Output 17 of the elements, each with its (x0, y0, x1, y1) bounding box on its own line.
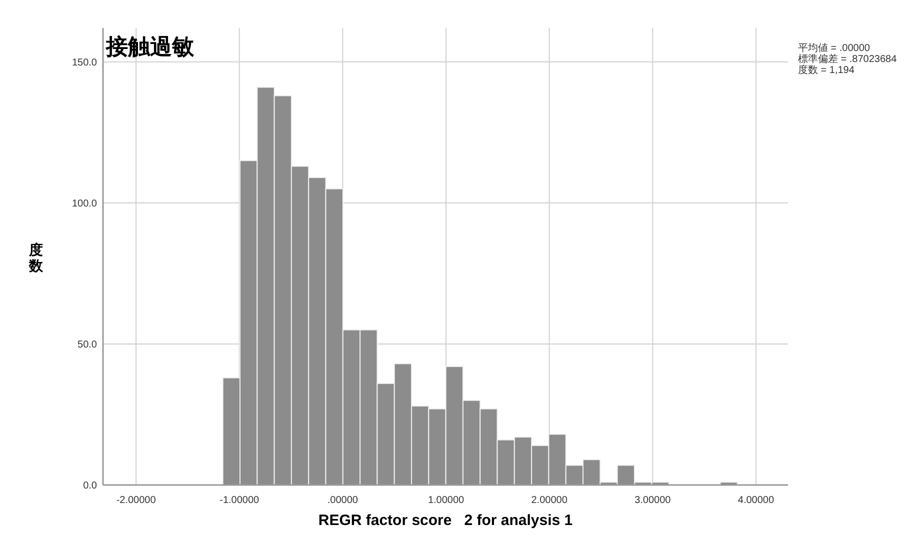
x-tick-label: 3.00000 (634, 495, 672, 506)
x-tick-label: 1.00000 (428, 495, 465, 506)
y-axis-title: 度数 (28, 242, 44, 274)
y-tick-label: 0.0 (83, 480, 98, 492)
x-tick-label: -1.00000 (220, 495, 260, 506)
x-axis-title: REGR factor score 2 for analysis 1 (318, 512, 573, 529)
x-tick-label: -2.00000 (116, 495, 156, 506)
x-tick-label: .00000 (327, 495, 358, 506)
text: 度数 = 1,194 (798, 64, 855, 76)
x-tick-label: 4.00000 (738, 495, 774, 506)
chart-title: 接触過敏 (105, 34, 195, 59)
y-tick-label: 100.0 (72, 198, 98, 210)
y-tick-label: 50.0 (78, 339, 98, 350)
text: 平均値 = .00000 (798, 42, 870, 54)
x-tick-label: 2.00000 (531, 495, 568, 506)
y-tick-label: 150.0 (72, 57, 98, 68)
text: 標準偏差 = .87023684 (798, 53, 898, 65)
